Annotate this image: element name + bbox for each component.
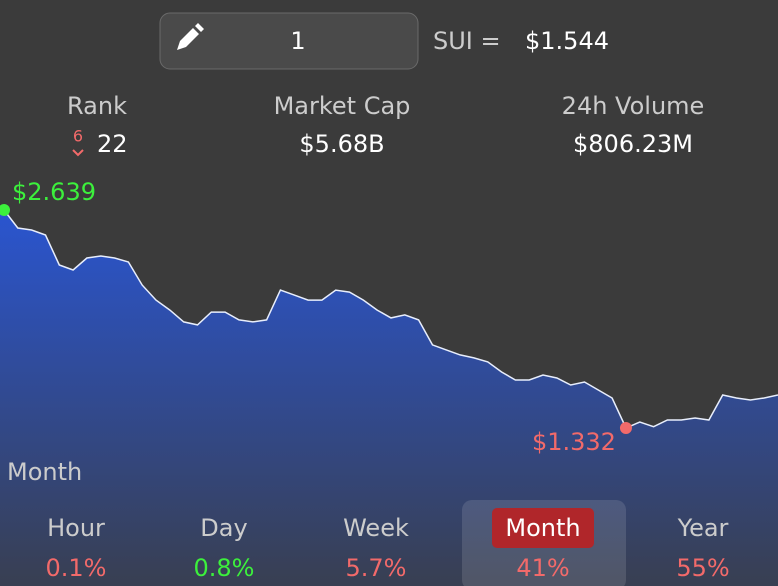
stat-value: $5.68B: [299, 130, 384, 158]
tab-name[interactable]: Week: [343, 514, 409, 542]
price-label: $2.639: [12, 178, 96, 206]
price-area: [0, 210, 778, 586]
tabs: Hour 0.1% Day 0.8% Week 5.7% Month 41% Year 55%: [46, 500, 730, 586]
tab-name-highlight[interactable]: [492, 508, 594, 548]
tab-change[interactable]: 5.7%: [346, 554, 407, 582]
amount-value[interactable]: 1: [290, 27, 305, 55]
price-line: [3, 209, 778, 429]
tab-change[interactable]: 55%: [676, 554, 729, 582]
tab-change[interactable]: 41%: [516, 554, 569, 582]
rank-change: 6: [73, 127, 83, 146]
tab-name[interactable]: Day: [200, 514, 247, 542]
edit-icon[interactable]: [177, 23, 204, 50]
tab-name[interactable]: Year: [677, 514, 729, 542]
chart: $2.639 $1.332: [0, 178, 778, 586]
price-label: $1.332: [532, 428, 616, 456]
rank-down-arrow: [72, 149, 84, 157]
tab-change[interactable]: 0.1%: [46, 554, 107, 582]
amount-input[interactable]: [159, 12, 419, 70]
tab-change[interactable]: 0.8%: [194, 554, 255, 582]
stat-value: 22: [97, 130, 128, 158]
stat-label: 24h Volume: [562, 92, 705, 120]
pair-label: SUI =: [433, 27, 501, 55]
period-label: Month: [7, 458, 82, 486]
stat-value: $806.23M: [573, 130, 693, 158]
stat-label: Market Cap: [274, 92, 411, 120]
price: $1.544: [525, 27, 609, 55]
tab-name[interactable]: Month: [505, 514, 580, 542]
price-marker: [619, 422, 632, 434]
price-marker: [0, 204, 10, 216]
tab-name[interactable]: Hour: [47, 514, 105, 542]
stat-label: Rank: [67, 92, 127, 120]
